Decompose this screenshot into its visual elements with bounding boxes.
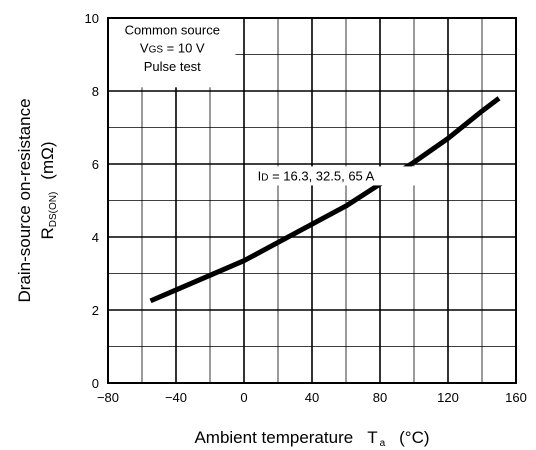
x-tick-label: 120 [437,390,459,405]
condition-common-source: Common source [125,22,220,37]
x-tick-label: −40 [165,390,187,405]
y-tick-label: 8 [92,84,99,99]
y-tick-label: 2 [92,303,99,318]
y-axis-title-line1: Drain-source on-resistance [15,98,34,302]
y-axis-symbol: R [38,227,57,239]
x-tick-label: −80 [97,390,119,405]
grid [108,18,516,383]
x-axis-title-main: Ambient temperature [194,428,353,447]
series-label-background [254,166,420,186]
id-subscript: D [261,172,268,183]
y-tick-label: 0 [92,376,99,391]
x-tick-label: 160 [505,390,527,405]
y-axis-unit: (mΩ) [38,141,57,179]
y-tick-label: 10 [85,11,99,26]
y-axis-symbol-subscript: DS(ON) [48,192,59,228]
id-values: = 16.3, 32.5, 65 A [268,168,374,183]
condition-pulse-test: Pulse test [144,59,201,74]
x-axis-unit: (°C) [399,428,429,447]
id-symbol: I [258,168,262,183]
x-tick-label: 40 [305,390,319,405]
x-axis-symbol: T [367,428,377,447]
vgs-symbol: V [140,41,149,56]
x-tick-label: 80 [373,390,387,405]
series-label-group: ID = 16.3, 32.5, 65 A [254,166,420,186]
vgs-subscript: GS [149,45,164,56]
y-tick-label: 6 [92,157,99,172]
x-axis-symbol-subscript: a [380,438,386,449]
vgs-value: = 10 V [163,41,205,56]
series-group [149,96,501,304]
conditions-background [109,19,236,88]
tick-labels: −80 −40 0 40 80 120 160 0 2 4 6 8 10 [85,11,527,405]
condition-vgs: VGS = 10 V [140,41,205,56]
x-tick-label: 0 [240,390,247,405]
conditions-box: Common source VGS = 10 V Pulse test [109,19,236,88]
series-line [149,96,501,304]
y-tick-label: 4 [92,230,99,245]
series-label: ID = 16.3, 32.5, 65 A [258,168,375,183]
plot-frame [107,17,517,384]
y-axis-title-line2: RDS(ON) (mΩ) [38,141,59,239]
